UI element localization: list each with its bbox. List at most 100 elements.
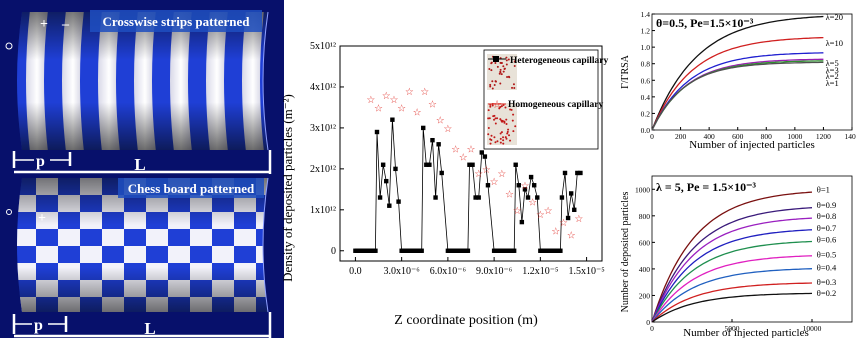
heterogeneous-point [374,129,380,135]
ratio-series-line [651,52,824,131]
heterogeneous-point [572,207,577,213]
deposited-chart-title: λ = 5, Pe = 1.5×10⁻³ [656,180,756,194]
deposited-series-label: θ=1 [817,184,830,194]
homogeneous-point: ☆ [382,91,391,102]
x-tick-label: 9.0x10⁻⁶ [476,266,513,277]
legend-square-marker [493,56,499,62]
y-tick-label: 800 [639,212,651,221]
y-tick-label: 1x10¹² [310,205,336,216]
particle-dot [493,84,496,87]
heterogeneous-point [511,248,517,253]
p-label-bottom: p [34,317,43,334]
particle-dot [487,117,490,120]
heterogeneous-point [485,183,491,188]
particle-dot [511,119,514,122]
homogeneous-point: ☆ [451,144,460,155]
panel-a-capillaries: Crosswise strips patterned + – p L Chess… [0,0,284,338]
y-tick-label: 1.0 [641,43,651,52]
particle-dot [489,83,492,86]
x-tick-label: 5000 [725,324,740,333]
heterogeneous-point [473,195,478,200]
particle-dot [499,106,502,109]
deposited-series-line [651,240,813,323]
deposited-y-axis-label: Number of deposited particles [620,191,631,312]
particle-dot [508,134,511,137]
heterogeneous-point [568,191,574,196]
bottom-title: Chess board patterned [128,181,255,196]
l-label-bottom: L [144,319,155,338]
homogeneous-point: ☆ [482,165,491,176]
deposited-series-line [651,191,813,323]
particle-dot [507,128,510,131]
density-plot-frame [339,45,603,262]
y-tick-label: 0.4 [641,93,651,102]
y-tick-label: 3x10¹² [310,123,336,134]
y-tick-label: 0 [331,246,336,257]
particle-dot [494,80,497,83]
x-tick-label: 1200 [816,132,831,141]
density-legend: Heterogeneous capillary ☆ Homogeneous ca… [483,49,608,150]
particle-dot [512,130,515,133]
particle-dot [503,121,506,124]
y-tick-label: 2x10¹² [310,164,336,175]
particle-dot [496,117,499,120]
particle-dot [505,137,508,140]
homogeneous-point: ☆ [551,226,560,237]
x-tick-label: 1.2x10⁻⁵ [522,266,558,277]
y-tick-label: 0.2 [641,109,651,118]
particle-dot [504,106,507,109]
homogeneous-point: ☆ [467,144,476,155]
heterogeneous-point [525,195,531,200]
ratio-series-line [651,60,824,131]
x-tick-label: 1.5x10⁻⁵ [568,266,604,277]
ratio-x-axis-label: Number of injected particles [689,139,815,151]
deposited-x-axis-label: Number of injected particles [683,327,809,338]
x-tick-label: 1000 [787,132,802,141]
particle-dot [490,134,493,137]
x-tick-label: 800 [761,132,773,141]
chess-board-capillary: Chess board patterned + p L [6,177,272,338]
heterogeneous-point [565,215,571,221]
particle-dot [507,58,510,61]
heterogeneous-point [465,248,471,253]
deposited-series-label: θ=0.8 [817,211,837,221]
x-tick-label: 6.0x10⁻⁶ [430,266,467,277]
deposited-series-line [651,217,813,323]
deposited-series-label: θ=0.9 [817,200,837,210]
heterogeneous-point [393,166,398,172]
heterogeneous-point [396,199,401,204]
minus-sign-top: – [61,17,70,32]
ratio-plot-frame [651,13,853,131]
particle-dot [506,75,509,78]
particle-dot [487,133,490,136]
heterogeneous-point [482,154,488,159]
heterogeneous-point [430,137,435,143]
particle-dot [494,117,497,120]
x-tick-label: 10000 [803,324,822,333]
ratio-series-label: λ=3 [826,65,839,75]
particle-dot [514,125,517,128]
particle-dot [488,117,491,120]
heterogeneous-point [439,170,444,176]
heterogeneous-point [373,248,378,253]
deposited-series-label: θ=0.2 [817,288,837,298]
particle-dot [500,105,503,108]
density-chart: Density of deposited particles (m⁻²) Z c… [280,41,608,328]
heterogeneous-point [470,162,475,167]
particle-dot [489,85,492,88]
heterogeneous-point [559,195,565,200]
particle-dot [502,136,505,139]
deposited-series-line [651,268,813,323]
particle-dot [494,141,497,144]
y-tick-label: 4x10¹² [310,82,336,93]
deposited-series-line [651,229,813,323]
particle-dot [506,132,509,135]
ratio-series-label: λ=2 [826,71,839,81]
particle-dot [488,68,491,71]
small-marker-icon [6,209,12,215]
heterogeneous-point [522,187,528,192]
deposited-series-line [651,282,813,323]
particle-dot [489,142,492,145]
p-label-top: p [36,153,45,170]
